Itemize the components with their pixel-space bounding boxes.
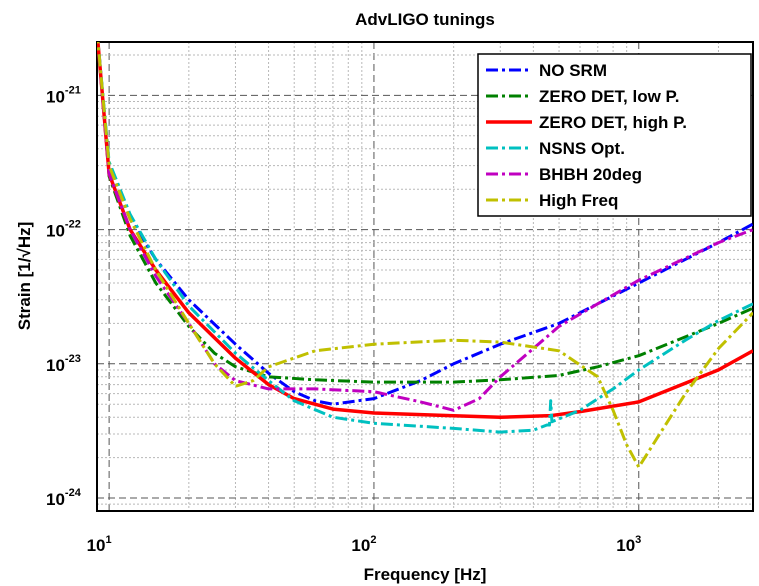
legend-label-3: NSNS Opt.	[539, 139, 625, 158]
legend: NO SRM ZERO DET, low P. ZERO DET, high P. N…	[477, 53, 752, 217]
series-layer	[97, 42, 753, 469]
grid	[96, 42, 753, 512]
legend-label-1: ZERO DET, low P.	[539, 87, 679, 106]
x-tick-label-1: 102	[351, 534, 376, 555]
series-line-4	[97, 42, 753, 412]
series-line-1	[97, 42, 753, 384]
tick-labels: 101 102 103 10-24 10-23 10-22 10-21	[46, 84, 641, 555]
y-tick-label-2: 10-22	[46, 219, 81, 241]
legend-label-5: High Freq	[539, 191, 618, 210]
chart-title: AdvLIGO tunings	[355, 10, 495, 29]
x-tick-label-2: 103	[616, 534, 641, 555]
legend-box	[477, 53, 752, 217]
series-line-3	[97, 42, 753, 434]
y-tick-label-0: 10-24	[46, 487, 82, 509]
x-axis-label: Frequency [Hz]	[364, 565, 487, 584]
x-tick-label-0: 101	[87, 534, 112, 555]
plot-frame	[96, 41, 754, 512]
y-tick-label-1: 10-23	[46, 353, 81, 375]
legend-label-2: ZERO DET, high P.	[539, 113, 687, 132]
y-axis-label: Strain [1/√Hz]	[15, 222, 34, 331]
y-tick-label-3: 10-21	[46, 84, 81, 106]
legend-label-4: BHBH 20deg	[539, 165, 642, 184]
series-line-5	[97, 42, 753, 469]
legend-label-0: NO SRM	[539, 61, 607, 80]
